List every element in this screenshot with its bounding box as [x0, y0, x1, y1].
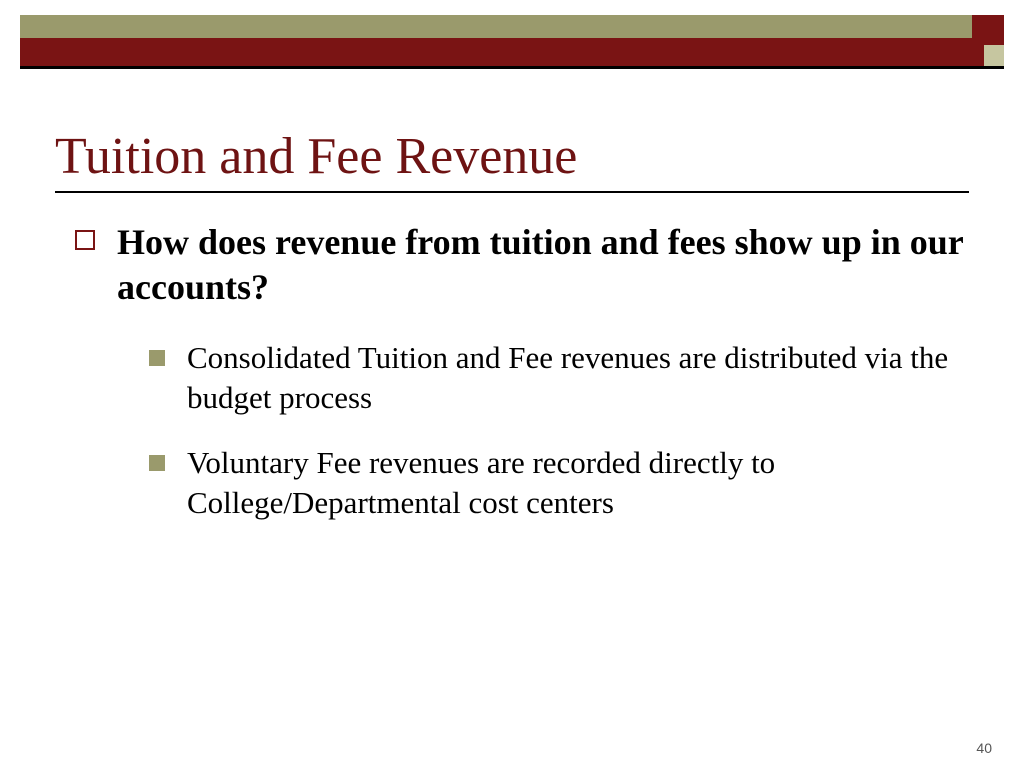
bullet-level2-item: Voluntary Fee revenues are recorded dire…	[149, 443, 964, 524]
bullet-level1-text: How does revenue from tuition and fees s…	[117, 220, 964, 310]
slide-title: Tuition and Fee Revenue	[55, 128, 969, 185]
accent-square-olive	[984, 45, 1004, 66]
filled-square-icon	[149, 455, 165, 471]
top-bar-black-line	[20, 66, 1004, 69]
bullet-level2-item: Consolidated Tuition and Fee revenues ar…	[149, 338, 964, 419]
slide: Tuition and Fee Revenue How does revenue…	[0, 0, 1024, 768]
page-number: 40	[976, 740, 992, 756]
top-bar-maroon	[20, 38, 1004, 66]
hollow-square-icon	[75, 230, 95, 250]
bullet-level2-text: Voluntary Fee revenues are recorded dire…	[187, 443, 964, 524]
bullet-level1: How does revenue from tuition and fees s…	[75, 220, 964, 310]
title-underline	[55, 191, 969, 193]
filled-square-icon	[149, 350, 165, 366]
accent-square-maroon	[972, 15, 1004, 45]
bullet-level2-group: Consolidated Tuition and Fee revenues ar…	[149, 338, 964, 523]
title-block: Tuition and Fee Revenue	[55, 128, 969, 193]
slide-body: How does revenue from tuition and fees s…	[75, 220, 964, 547]
bullet-level2-text: Consolidated Tuition and Fee revenues ar…	[187, 338, 964, 419]
